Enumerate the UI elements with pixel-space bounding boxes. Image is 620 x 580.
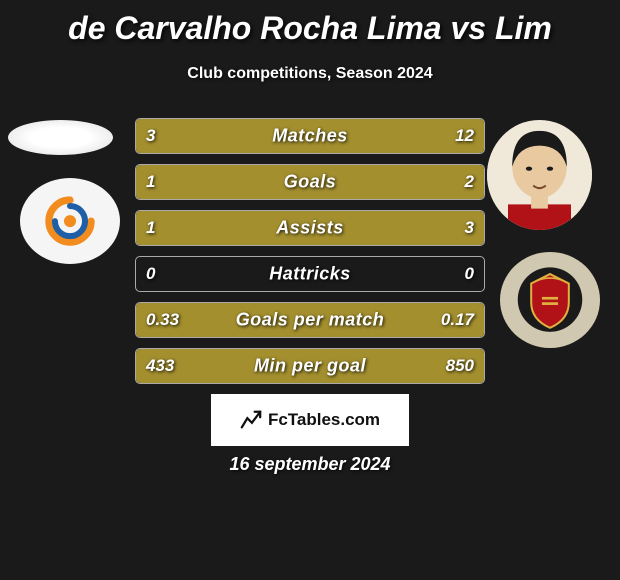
face-icon — [487, 120, 592, 230]
stat-row: 1 2 Goals — [135, 164, 485, 200]
shield-icon — [500, 252, 600, 348]
stat-value-left: 1 — [146, 172, 155, 192]
stats-area: 312Matches12Goals13Assists00Hattricks0.3… — [135, 118, 485, 394]
stat-value-left: 1 — [146, 218, 155, 238]
stat-row: 1 3 Assists — [135, 210, 485, 246]
stat-fill-right — [223, 211, 484, 245]
stat-label: Goals per match — [236, 310, 385, 331]
date-text: 16 september 2024 — [229, 454, 390, 475]
stat-label: Min per goal — [254, 356, 366, 377]
stat-value-right: 0.17 — [441, 310, 474, 330]
stat-row: 0.33 0.17 Goals per match — [135, 302, 485, 338]
stat-row: 0 0 Hattricks — [135, 256, 485, 292]
brand-text: FcTables.com — [268, 410, 380, 430]
infographic-container: de Carvalho Rocha Lima vs Lim Club compe… — [0, 0, 620, 580]
page-subtitle: Club competitions, Season 2024 — [0, 65, 620, 83]
stat-label: Assists — [276, 218, 344, 239]
brand-badge: FcTables.com — [211, 394, 409, 446]
stat-value-right: 2 — [465, 172, 474, 192]
stat-row: 433 850 Min per goal — [135, 348, 485, 384]
chart-icon — [240, 409, 262, 431]
stat-label: Matches — [272, 126, 348, 147]
team-left-logo — [20, 178, 120, 264]
stat-value-right: 3 — [465, 218, 474, 238]
stat-value-left: 0 — [146, 264, 155, 284]
stat-value-right: 0 — [465, 264, 474, 284]
stat-value-right: 850 — [446, 356, 474, 376]
stat-value-left: 0.33 — [146, 310, 179, 330]
player-right-avatar — [487, 120, 592, 230]
team-right-logo — [500, 252, 600, 348]
stat-row: 3 12 Matches — [135, 118, 485, 154]
stat-label: Goals — [284, 172, 337, 193]
stat-value-left: 433 — [146, 356, 174, 376]
player-left-avatar — [8, 120, 113, 155]
stat-value-left: 3 — [146, 126, 155, 146]
stat-value-right: 12 — [455, 126, 474, 146]
stat-label: Hattricks — [269, 264, 351, 285]
swirl-icon — [20, 178, 120, 264]
page-title: de Carvalho Rocha Lima vs Lim — [0, 0, 620, 47]
